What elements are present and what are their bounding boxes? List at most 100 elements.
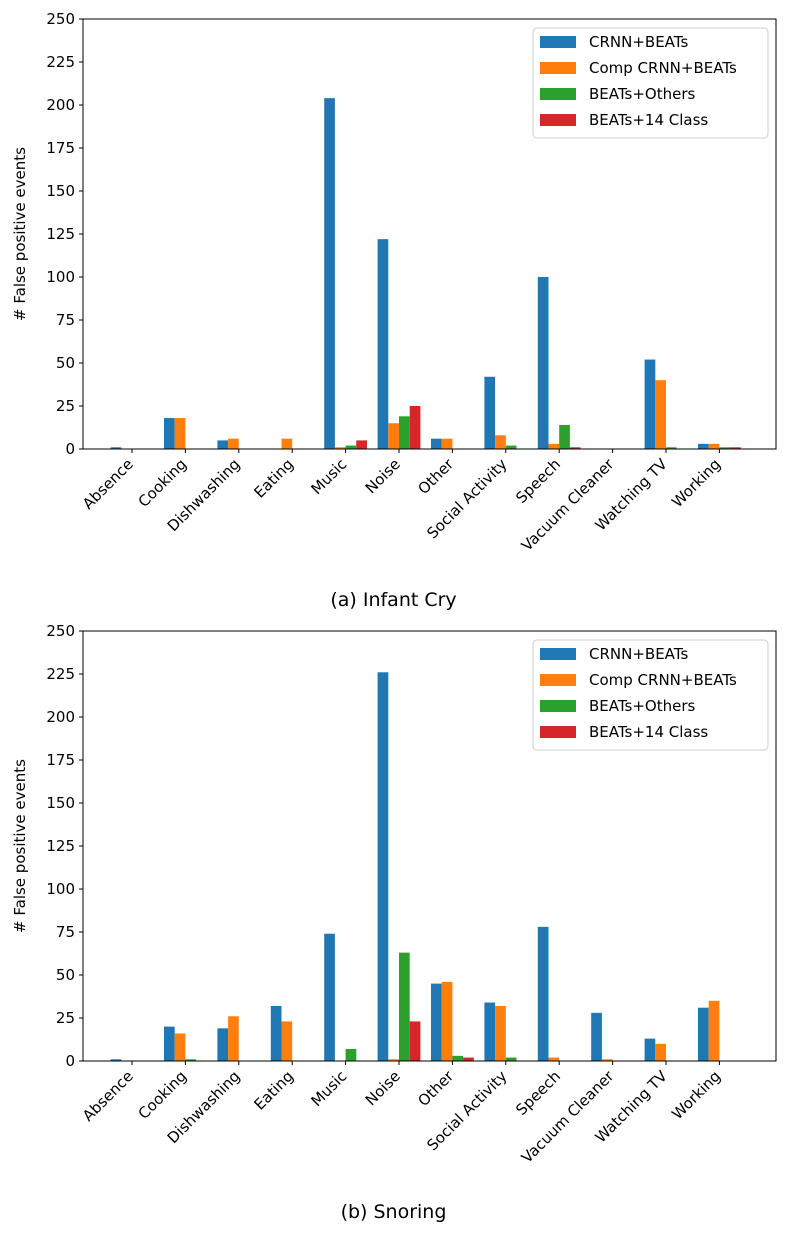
legend-swatch-crnn-beats bbox=[540, 36, 576, 48]
bar-comp-crnn-beats-vacuum-cleaner bbox=[601, 1059, 613, 1061]
y-tick-label: 0 bbox=[65, 440, 75, 458]
legend-swatch-crnn-beats bbox=[540, 648, 576, 660]
y-tick-label: 100 bbox=[46, 268, 75, 286]
bar-comp-crnn-beats-speech bbox=[548, 1057, 560, 1061]
legend-box bbox=[532, 27, 769, 139]
bar-comp-crnn-beats-eating bbox=[281, 1021, 293, 1061]
bar-beats-14-class-noise bbox=[409, 406, 421, 449]
bar-crnn-beats-music bbox=[324, 933, 335, 1061]
x-tick-label-cooking: Cooking bbox=[135, 455, 191, 511]
y-axis: 0 25 50 75 100 125 150 175 200 225 250 bbox=[46, 10, 83, 458]
legend-swatch-beats-others bbox=[540, 88, 576, 100]
x-tick-label-music: Music bbox=[308, 1067, 351, 1110]
bar-crnn-beats-social-activity bbox=[484, 376, 496, 449]
legend-swatch-comp-crnn-beats bbox=[540, 674, 576, 686]
x-tick-label-noise: Noise bbox=[362, 455, 404, 497]
bar-crnn-beats-vacuum-cleaner bbox=[591, 1012, 602, 1061]
chart-infant-cry: 0 25 50 75 100 125 150 175 200 225 250 # False posi… bbox=[11, 10, 777, 611]
bar-comp-crnn-beats-watching-tv bbox=[655, 380, 666, 449]
bar-beats-14-class-music bbox=[356, 440, 367, 449]
bar-comp-crnn-beats-speech bbox=[548, 443, 560, 449]
x-tick-label-eating: Eating bbox=[251, 455, 297, 501]
bar-crnn-beats-cooking bbox=[164, 1026, 175, 1061]
bar-crnn-beats-noise bbox=[377, 239, 389, 449]
bar-crnn-beats-dishwashing bbox=[217, 440, 229, 449]
bar-comp-crnn-beats-noise bbox=[388, 1059, 399, 1061]
y-tick-label: 125 bbox=[46, 225, 75, 243]
y-tick-label: 250 bbox=[46, 10, 75, 28]
bar-comp-crnn-beats-eating bbox=[281, 438, 293, 449]
bar-crnn-beats-other bbox=[431, 983, 442, 1061]
bar-comp-crnn-beats-music bbox=[334, 447, 346, 449]
bar-beats-others-speech bbox=[559, 424, 570, 449]
bar-crnn-beats-other bbox=[431, 438, 442, 449]
y-tick-label: 50 bbox=[56, 966, 75, 984]
bar-comp-crnn-beats-cooking bbox=[174, 418, 186, 449]
bar-beats-others-social-activity bbox=[505, 445, 517, 449]
bar-crnn-beats-absence bbox=[110, 447, 122, 449]
x-tick-label-vacuum-cleaner: Vacuum Cleaner bbox=[518, 1067, 618, 1167]
legend-label-crnn-beats: CRNN+BEATs bbox=[589, 33, 688, 51]
bar-beats-others-watching-tv bbox=[666, 447, 677, 449]
x-tick-label-other: Other bbox=[414, 455, 457, 498]
y-tick-label: 125 bbox=[46, 837, 75, 855]
bar-beats-others-other bbox=[452, 1055, 464, 1061]
y-tick-label: 25 bbox=[56, 1009, 75, 1027]
y-tick-label: 175 bbox=[46, 751, 75, 769]
x-tick-label-absence: Absence bbox=[79, 455, 137, 513]
y-tick-label: 0 bbox=[65, 1052, 75, 1070]
bar-beats-others-music bbox=[345, 1048, 357, 1061]
bar-crnn-beats-absence bbox=[110, 1059, 122, 1061]
bar-beats-14-class-working bbox=[730, 447, 741, 449]
legend-label-beats-14-class: BEATs+14 Class bbox=[589, 723, 708, 741]
bar-beats-others-noise bbox=[399, 952, 410, 1061]
y-axis: 0 25 50 75 100 125 150 175 200 225 250 bbox=[46, 622, 83, 1070]
y-tick-label: 225 bbox=[46, 53, 75, 71]
x-tick-label-other: Other bbox=[414, 1067, 457, 1110]
bar-beats-14-class-noise bbox=[409, 1021, 421, 1061]
y-tick-label: 175 bbox=[46, 139, 75, 157]
bar-beats-others-working bbox=[719, 447, 731, 449]
bar-beats-others-noise bbox=[399, 416, 410, 449]
y-tick-label: 225 bbox=[46, 665, 75, 683]
legend-label-beats-others: BEATs+Others bbox=[589, 697, 696, 715]
bar-crnn-beats-working bbox=[698, 443, 709, 449]
bar-crnn-beats-working bbox=[698, 1007, 709, 1061]
bar-crnn-beats-dishwashing bbox=[217, 1028, 229, 1061]
bar-crnn-beats-noise bbox=[377, 672, 389, 1061]
bar-comp-crnn-beats-working bbox=[708, 1000, 720, 1061]
y-tick-label: 75 bbox=[56, 311, 75, 329]
bar-crnn-beats-watching-tv bbox=[644, 1038, 656, 1061]
bar-comp-crnn-beats-cooking bbox=[174, 1033, 186, 1061]
x-tick-label-cooking: Cooking bbox=[135, 1067, 191, 1123]
y-tick-label: 150 bbox=[46, 794, 75, 812]
chart-panel-snoring: 0 25 50 75 100 125 150 175 200 225 250 # False posi… bbox=[0, 612, 788, 1224]
x-tick-label-speech: Speech bbox=[512, 455, 564, 507]
bar-beats-14-class-speech bbox=[569, 447, 581, 449]
y-tick-label: 75 bbox=[56, 923, 75, 941]
legend-label-crnn-beats: CRNN+BEATs bbox=[589, 645, 688, 663]
x-tick-label-absence: Absence bbox=[79, 1067, 137, 1125]
x-tick-label-noise: Noise bbox=[362, 1067, 404, 1109]
x-tick-label-working: Working bbox=[668, 455, 724, 511]
bar-comp-crnn-beats-working bbox=[708, 443, 720, 449]
y-axis-label: # False positive events bbox=[11, 759, 29, 933]
x-tick-label-speech: Speech bbox=[512, 1067, 564, 1119]
bar-crnn-beats-music bbox=[324, 98, 335, 450]
y-tick-label: 150 bbox=[46, 182, 75, 200]
bar-crnn-beats-watching-tv bbox=[644, 359, 656, 449]
bar-beats-others-social-activity bbox=[505, 1057, 517, 1061]
bar-crnn-beats-social-activity bbox=[484, 1002, 496, 1061]
x-tick-label-working: Working bbox=[668, 1067, 724, 1123]
legend-label-comp-crnn-beats: Comp CRNN+BEATs bbox=[589, 59, 737, 77]
bar-comp-crnn-beats-watching-tv bbox=[655, 1043, 666, 1061]
x-tick-label-vacuum-cleaner: Vacuum Cleaner bbox=[518, 455, 618, 555]
legend: CRNN+BEATs Comp CRNN+BEATs BEATs+Others BEA… bbox=[532, 27, 769, 139]
legend-label-beats-14-class: BEATs+14 Class bbox=[589, 111, 708, 129]
legend-swatch-beats-14-class bbox=[540, 726, 576, 738]
bar-comp-crnn-beats-other bbox=[441, 981, 453, 1061]
legend-box bbox=[532, 639, 769, 751]
legend-swatch-beats-14-class bbox=[540, 114, 576, 126]
